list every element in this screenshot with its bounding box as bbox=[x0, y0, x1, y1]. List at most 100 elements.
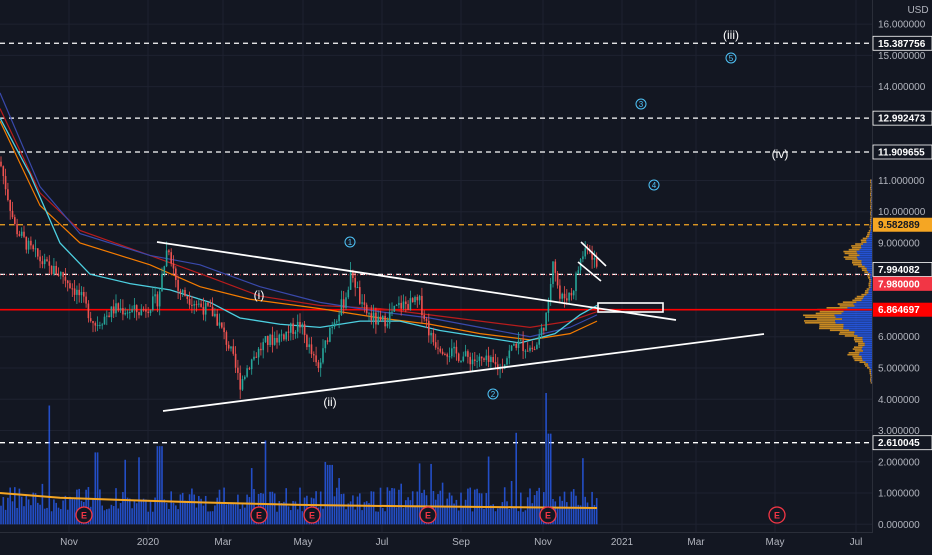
candle-body bbox=[423, 315, 425, 320]
profile-bar-down bbox=[870, 380, 872, 382]
profile-bar-up bbox=[870, 276, 873, 279]
volume-bar bbox=[184, 500, 186, 525]
volume-bar bbox=[292, 501, 294, 525]
time-axis-background[interactable] bbox=[0, 532, 932, 550]
candle-body bbox=[179, 290, 182, 293]
y-tick-label: 16.000000 bbox=[878, 20, 926, 31]
candle-body bbox=[520, 340, 522, 342]
volume-bar bbox=[202, 505, 205, 525]
volume-bar bbox=[432, 491, 435, 525]
volume-bar bbox=[53, 499, 55, 525]
profile-bar-down bbox=[869, 368, 871, 371]
profile-bar-down bbox=[860, 239, 867, 242]
profile-bar-up bbox=[862, 359, 873, 362]
profile-bar-up bbox=[862, 337, 873, 339]
price-tag-bg bbox=[872, 35, 932, 51]
candle-body bbox=[264, 336, 267, 343]
price-tag-label: 7.980000 bbox=[878, 279, 920, 290]
candle-body bbox=[156, 294, 159, 307]
profile-bar-up bbox=[853, 303, 873, 305]
candle-body bbox=[540, 327, 543, 336]
x-tick-label: Sep bbox=[452, 537, 470, 548]
profile-bar-down bbox=[848, 254, 860, 257]
volume-bar bbox=[87, 487, 90, 525]
profile-bar-down bbox=[854, 346, 863, 348]
volume-bar bbox=[365, 501, 368, 525]
volume-bar bbox=[200, 498, 202, 525]
volume-bar bbox=[207, 511, 209, 525]
candle-body bbox=[131, 309, 133, 313]
candle-body bbox=[296, 321, 299, 332]
volume-bar bbox=[34, 493, 37, 525]
candle-body bbox=[352, 271, 354, 278]
volume-bar bbox=[225, 504, 228, 525]
profile-bar-down bbox=[853, 337, 863, 339]
candle-body bbox=[276, 337, 278, 343]
volume-bar bbox=[361, 510, 363, 525]
volume-bar bbox=[464, 499, 467, 525]
profile-bar-up bbox=[859, 254, 873, 257]
volume-bar bbox=[515, 432, 517, 525]
volume-bar bbox=[198, 496, 200, 525]
volume-bar bbox=[522, 511, 524, 525]
candle-body bbox=[414, 296, 416, 303]
volume-bar bbox=[368, 503, 370, 525]
volume-bar bbox=[593, 504, 596, 525]
candle-body bbox=[76, 289, 78, 295]
candle-body bbox=[432, 332, 435, 343]
volume-bar bbox=[218, 489, 221, 525]
candle-body bbox=[110, 306, 113, 318]
volume-bar bbox=[545, 393, 547, 525]
profile-bar-down bbox=[816, 318, 843, 320]
y-tick-label: 10.000000 bbox=[878, 207, 926, 218]
profile-bar-up bbox=[854, 305, 873, 307]
volume-bar bbox=[46, 507, 48, 525]
profile-bar-down bbox=[869, 224, 872, 227]
candle-body bbox=[474, 359, 476, 361]
volume-bar bbox=[106, 509, 108, 525]
candle-body bbox=[439, 348, 442, 352]
volume-bar bbox=[405, 500, 407, 525]
volume-bar bbox=[508, 508, 511, 525]
candle-body bbox=[471, 359, 474, 365]
profile-bar-up bbox=[843, 323, 873, 326]
volume-bar bbox=[347, 503, 350, 525]
candle-body bbox=[372, 312, 375, 321]
candle-body bbox=[237, 367, 239, 373]
volume-bar bbox=[533, 495, 536, 525]
candle-body bbox=[246, 368, 248, 377]
volume-bar bbox=[388, 490, 391, 525]
candle-body bbox=[428, 320, 430, 336]
volume-bar bbox=[2, 497, 5, 525]
profile-bar-down bbox=[869, 370, 872, 373]
profile-bar-up bbox=[869, 231, 873, 234]
profile-bar-down bbox=[866, 235, 870, 238]
volume-bar bbox=[246, 494, 248, 525]
candle-body bbox=[43, 259, 46, 265]
volume-bar bbox=[7, 497, 9, 525]
candle-body bbox=[570, 292, 573, 296]
candle-body bbox=[287, 331, 290, 333]
candle-body bbox=[425, 319, 428, 321]
volume-bar bbox=[179, 494, 182, 525]
profile-bar-up bbox=[861, 246, 873, 249]
profile-bar-up bbox=[856, 301, 873, 303]
volume-bar bbox=[48, 405, 51, 525]
volume-bar bbox=[331, 464, 333, 525]
candle-body bbox=[267, 336, 269, 345]
volume-bar bbox=[453, 503, 455, 525]
volume-bar bbox=[223, 487, 225, 525]
volume-bar bbox=[455, 499, 458, 525]
profile-bar-down bbox=[844, 335, 858, 337]
profile-bar-down bbox=[870, 378, 872, 380]
candle-body bbox=[244, 376, 246, 379]
candle-body bbox=[71, 288, 74, 290]
volume-bar bbox=[232, 503, 235, 525]
candle-body bbox=[241, 378, 244, 390]
profile-bar-up bbox=[869, 235, 873, 238]
candle-body bbox=[83, 292, 85, 297]
profile-bar-down bbox=[870, 207, 872, 210]
profile-bar-down bbox=[870, 376, 872, 379]
